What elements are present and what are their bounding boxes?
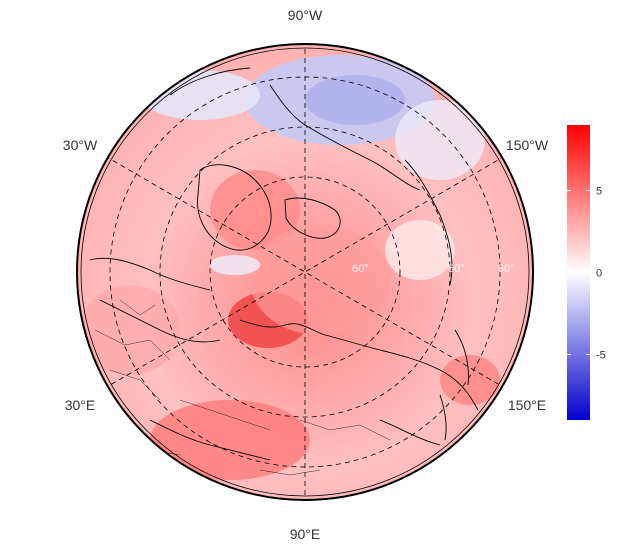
- warm-anomaly-center: [250, 225, 390, 335]
- latitude-label-60: 60°: [352, 263, 369, 275]
- cool-anomaly-pacific: [395, 100, 485, 180]
- longitude-label-lower-left: 30°E: [65, 397, 96, 413]
- colorbar-ticks: 5 0 -5: [567, 186, 606, 361]
- longitude-label-bottom: 90°E: [290, 526, 321, 542]
- colorbar-gradient: [567, 125, 590, 420]
- coastlines: [89, 67, 479, 461]
- colorbar-tick-label: 5: [596, 186, 602, 198]
- colorbar-tick-label: -5: [596, 349, 606, 361]
- cool-anomaly-west: [140, 70, 260, 120]
- longitude-label-upper-left: 30°W: [63, 137, 98, 153]
- warm-anomaly-eurasia: [150, 400, 310, 480]
- map-outer-ring: [76, 43, 534, 501]
- latitude-circle-50: [159, 126, 451, 418]
- map-inner-ring: [80, 47, 530, 497]
- map-disk: 60° 50° 50°: [77, 44, 533, 500]
- longitude-label-lower-right: 150°E: [508, 397, 546, 413]
- colorbar: 5 0 -5: [567, 125, 606, 420]
- longitude-label-top: 90°W: [288, 7, 323, 23]
- graticule: [104, 44, 506, 500]
- cool-anomaly-core: [305, 75, 405, 125]
- latitude-label-50b: 50°: [498, 263, 515, 275]
- neutral-anomaly-alaska: [385, 220, 455, 280]
- colorbar-tick-label: 0: [596, 268, 602, 280]
- latitude-label-50a: 50°: [448, 263, 465, 275]
- warm-anomaly-east-asia: [440, 355, 500, 405]
- neutral-anomaly-atlantic: [210, 255, 260, 275]
- warm-anomaly-europe: [80, 285, 180, 375]
- longitude-label-upper-right: 150°W: [506, 137, 549, 153]
